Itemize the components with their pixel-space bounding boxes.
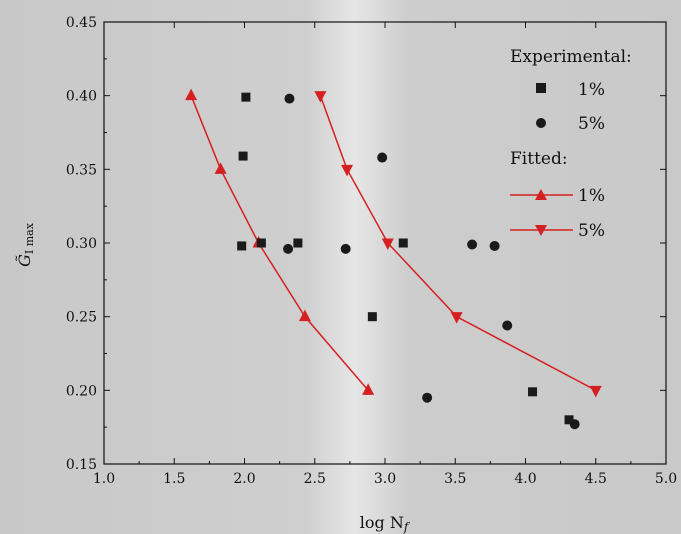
fitted-point-1pct <box>214 162 227 174</box>
fitted-point-1pct <box>185 88 198 101</box>
axis-ticks <box>103 21 667 465</box>
experimental-point-1pct <box>241 92 251 102</box>
y-tick-label: 0.45 <box>66 15 97 31</box>
experimental-point-1pct <box>237 241 247 251</box>
fitted-point-5pct <box>381 238 394 250</box>
x-tick-label: 5.0 <box>655 471 677 487</box>
tick-labels: 1.0 1.5 2.0 2.5 3.0 3.5 4.0 4.5 5.0 0.15 0.20 0.25 0… <box>66 15 677 487</box>
experimental-point-1pct <box>528 387 538 397</box>
x-tick-label: 2.0 <box>233 471 255 487</box>
fitted-point-5pct <box>589 385 602 398</box>
x-axis-label: log Nf <box>360 513 411 534</box>
legend: Experimental: 1% 5% Fitted: 1% 5% <box>510 47 632 241</box>
experimental-point-1pct <box>367 312 377 322</box>
x-tick-label: 1.0 <box>93 471 115 487</box>
x-tick-label: 3.0 <box>374 471 396 487</box>
fitted-line-1pct <box>190 95 369 391</box>
fitted-point-5pct <box>314 91 327 103</box>
y-tick-label: 0.40 <box>66 89 97 105</box>
experimental-point-1pct <box>398 238 408 248</box>
fitted-point-5pct <box>341 164 354 177</box>
experimental-point-5pct <box>422 392 433 403</box>
series-layer <box>185 88 602 430</box>
experimental-point-5pct <box>284 93 295 104</box>
x-tick-label: 4.0 <box>514 471 536 487</box>
experimental-point-1pct <box>293 238 303 248</box>
y-tick-label: 0.20 <box>66 383 97 399</box>
legend-fitted-title: Fitted: <box>510 149 568 169</box>
experimental-point-5pct <box>467 239 478 250</box>
fitted-point-5pct <box>450 312 463 324</box>
experimental-point-1pct <box>238 151 248 161</box>
y-tick-label: 0.30 <box>66 236 97 252</box>
legend-fit-1-label: 1% <box>578 186 605 206</box>
legend-fit-1-marker <box>535 189 547 200</box>
experimental-point-1pct <box>564 415 574 425</box>
experimental-point-5pct <box>283 243 294 254</box>
legend-exp-5-label: 5% <box>578 114 605 134</box>
experimental-point-5pct <box>502 320 513 331</box>
fitted-line-5pct <box>319 95 597 391</box>
legend-exp-1-marker <box>536 83 546 93</box>
x-tick-label: 3.5 <box>444 471 466 487</box>
y-tick-label: 0.35 <box>66 162 97 178</box>
legend-experimental-title: Experimental: <box>510 47 632 67</box>
fitted-point-1pct <box>298 309 311 322</box>
legend-fit-5-label: 5% <box>578 221 605 241</box>
experimental-point-5pct <box>340 243 351 254</box>
legend-exp-5-marker <box>536 118 546 128</box>
legend-exp-1-label: 1% <box>578 80 605 100</box>
experimental-point-1pct <box>256 238 266 248</box>
experimental-point-5pct <box>489 240 500 251</box>
experimental-point-5pct <box>569 419 580 430</box>
fitted-point-1pct <box>362 383 375 395</box>
experimental-point-5pct <box>377 152 388 163</box>
x-tick-label: 1.5 <box>163 471 185 487</box>
y-tick-label: 0.15 <box>66 457 97 473</box>
x-tick-label: 4.5 <box>585 471 607 487</box>
x-tick-label: 2.5 <box>304 471 326 487</box>
legend-fit-5-marker <box>535 225 547 236</box>
y-tick-label: 0.25 <box>66 310 97 326</box>
y-axis-label: G̃I max <box>15 222 36 267</box>
